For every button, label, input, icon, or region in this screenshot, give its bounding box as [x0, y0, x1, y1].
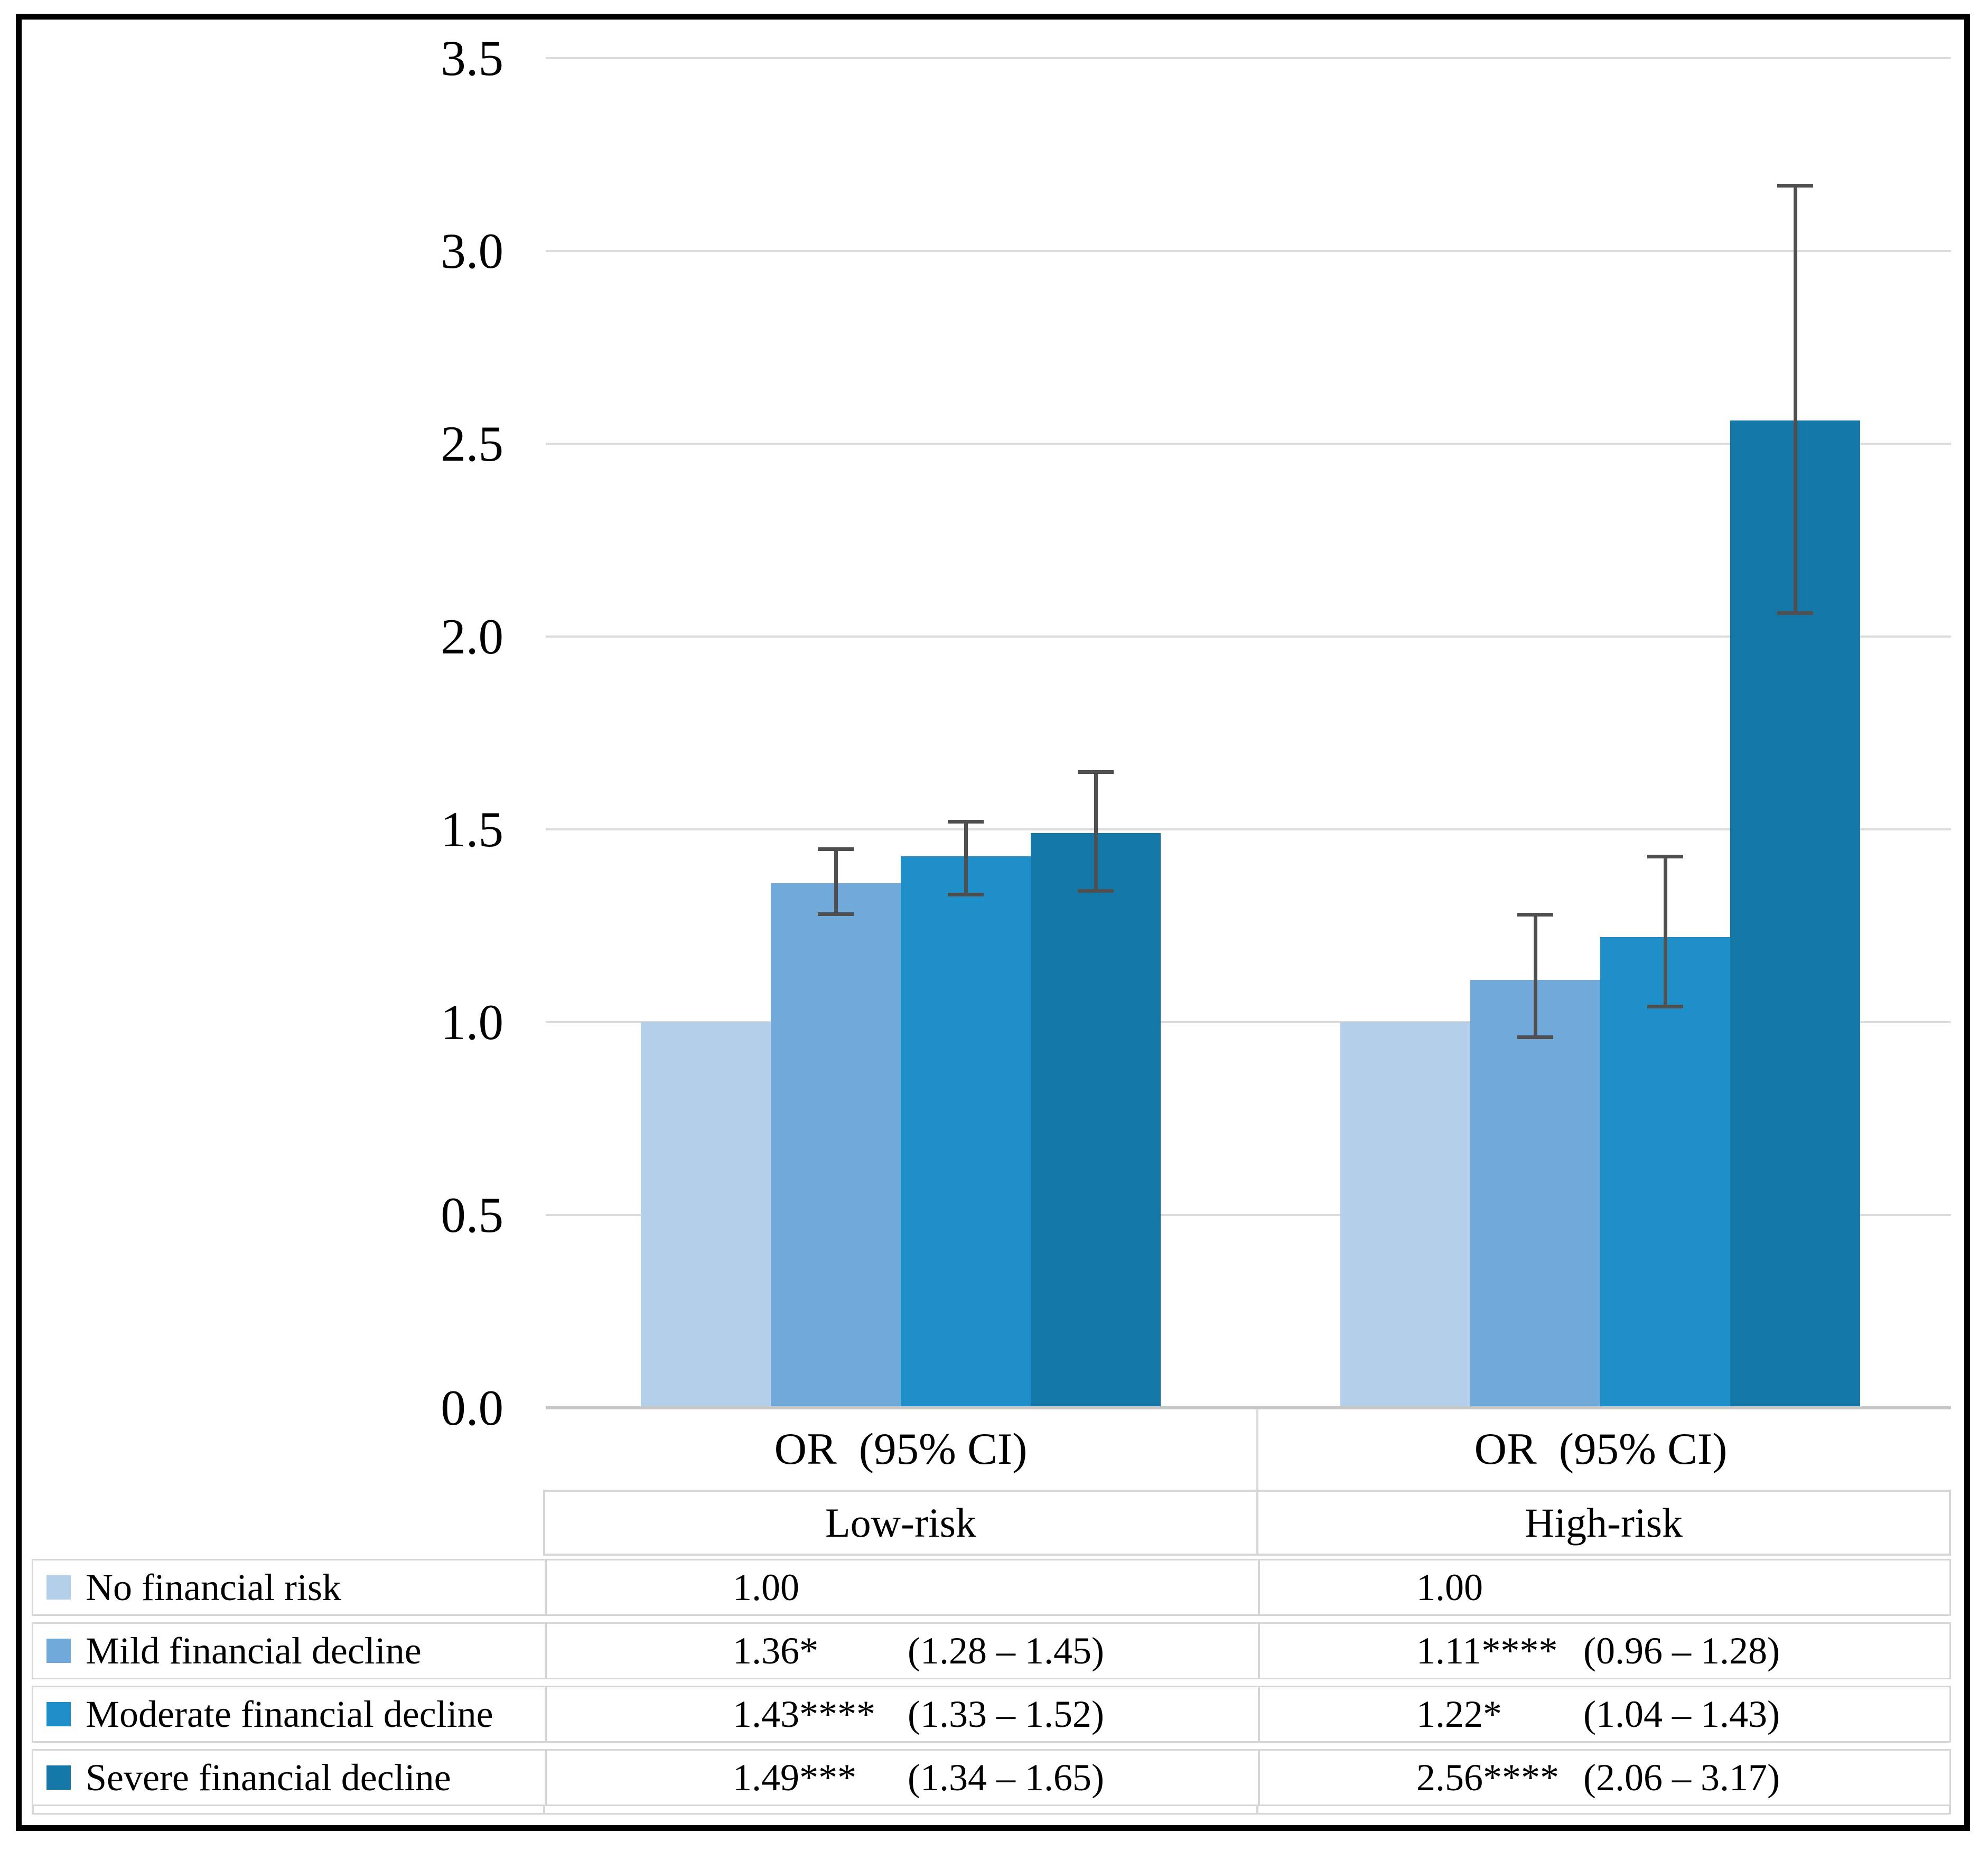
- y-tick-label: 0.0: [441, 1380, 503, 1436]
- table-row-moderate-financial-decline: Moderate financial decline 1.43**** (1.3…: [32, 1686, 1951, 1743]
- legend-swatch-severe-financial-decline: [46, 1765, 71, 1790]
- gridline: [546, 828, 1951, 830]
- y-tick-label: 1.0: [441, 994, 503, 1050]
- gridline: [546, 1214, 1951, 1216]
- legend-swatch-mild-financial-decline: [46, 1639, 71, 1663]
- legend-label: Severe financial decline: [86, 1756, 451, 1799]
- table-border-stub: [1949, 1806, 1951, 1815]
- error-bar-3-high-risk: [1664, 856, 1667, 1007]
- y-tick-label: 3.5: [441, 30, 503, 86]
- legend-swatch-no-financial-risk: [46, 1575, 71, 1600]
- error-bar-4-high-risk: [1794, 185, 1797, 614]
- error-bar-3-low-risk: [964, 821, 968, 895]
- y-tick-label: 3.0: [441, 223, 503, 279]
- error-bar-4-low-risk: [1094, 771, 1098, 891]
- gridline: [546, 443, 1951, 445]
- table-bottom-border: [32, 1813, 1951, 1815]
- error-bar-cap-top: [1078, 770, 1114, 774]
- error-bar-cap-top: [1517, 912, 1553, 917]
- table-row-no-financial-risk: No financial risk 1.00 1.00: [32, 1559, 1951, 1616]
- bar-2-high-risk: [1470, 979, 1600, 1408]
- bar-4-low-risk: [1031, 833, 1161, 1408]
- table-row-severe-financial-decline: Severe financial decline 1.49*** (1.34 –…: [32, 1749, 1951, 1806]
- legend-cell: Mild financial decline: [33, 1624, 545, 1678]
- or-label: OR: [1474, 1424, 1537, 1474]
- legend-label: Moderate financial decline: [86, 1693, 493, 1735]
- legend-swatch-moderate-financial-decline: [46, 1702, 71, 1726]
- value-cell-high-risk: 2.56**** (2.06 – 3.17): [1258, 1751, 1949, 1805]
- x-axis-line: [546, 1406, 1951, 1409]
- table-row-mild-financial-decline: Mild financial decline 1.36* (1.28 – 1.4…: [32, 1622, 1951, 1679]
- value-cell-high-risk: 1.22* (1.04 – 1.43): [1258, 1687, 1949, 1741]
- ci-value: (1.28 – 1.45): [908, 1629, 1104, 1672]
- error-bar-cap-bottom: [1647, 1004, 1683, 1008]
- error-bar-cap-bottom: [1777, 611, 1813, 615]
- error-bar-cap-top: [1777, 183, 1813, 188]
- error-bar-cap-top: [1647, 855, 1683, 859]
- bar-3-low-risk: [901, 856, 1031, 1408]
- value-cell-high-risk: 1.00: [1258, 1560, 1949, 1614]
- value-cell-high-risk: 1.11**** (0.96 – 1.28): [1258, 1624, 1949, 1678]
- column-header-high-risk: High-risk: [1525, 1499, 1683, 1546]
- error-bar-cap-bottom: [818, 912, 854, 916]
- group-axis-label-low-risk: OR (95% CI): [663, 1420, 1138, 1478]
- legend-cell: Moderate financial decline: [33, 1687, 545, 1741]
- ci-label: (95% CI): [1558, 1424, 1728, 1474]
- y-tick-label: 2.5: [441, 416, 503, 472]
- category-divider: [1256, 1409, 1258, 1490]
- or-value: 2.56****: [1416, 1756, 1559, 1799]
- value-cell-low-risk: 1.43**** (1.33 – 1.52): [545, 1687, 1258, 1741]
- table-header-row: Low-risk High-risk: [543, 1490, 1951, 1556]
- ci-label: (95% CI): [858, 1424, 1028, 1474]
- error-bar-cap-top: [948, 820, 984, 824]
- legend-cell: Severe financial decline: [33, 1751, 545, 1805]
- value-cell-low-risk: 1.00: [545, 1560, 1258, 1614]
- gridline: [546, 57, 1951, 59]
- error-bar-cap-bottom: [1078, 889, 1114, 893]
- bar-1-low-risk: [641, 1022, 771, 1408]
- bar-2-low-risk: [771, 883, 901, 1408]
- or-value: 1.49***: [733, 1756, 856, 1799]
- or-value: 1.43****: [733, 1693, 875, 1735]
- table-border-stub: [1256, 1806, 1258, 1815]
- bar-3-high-risk: [1600, 937, 1730, 1408]
- or-value: 1.00: [733, 1566, 799, 1609]
- group-axis-label-high-risk: OR (95% CI): [1363, 1420, 1838, 1478]
- or-value: 1.36*: [733, 1629, 818, 1672]
- error-bar-2-high-risk: [1534, 914, 1537, 1038]
- or-value: 1.11****: [1416, 1629, 1558, 1672]
- value-cell-low-risk: 1.49*** (1.34 – 1.65): [545, 1751, 1258, 1805]
- y-tick-label: 2.0: [441, 609, 503, 665]
- or-label: OR: [774, 1424, 837, 1474]
- ci-value: (0.96 – 1.28): [1583, 1629, 1780, 1672]
- gridline: [546, 635, 1951, 638]
- error-bar-cap-bottom: [1517, 1035, 1553, 1040]
- column-header-low-risk: Low-risk: [545, 1492, 1258, 1554]
- or-value: 1.22*: [1416, 1693, 1502, 1735]
- table-border-stub: [543, 1806, 545, 1815]
- error-bar-cap-bottom: [948, 893, 984, 897]
- table-border-stub: [32, 1806, 34, 1815]
- legend-label: Mild financial decline: [86, 1629, 422, 1672]
- legend-cell: No financial risk: [33, 1560, 545, 1614]
- ci-value: (1.04 – 1.43): [1583, 1693, 1780, 1735]
- error-bar-cap-top: [818, 847, 854, 851]
- y-tick-label: 1.5: [441, 801, 503, 857]
- legend-label: No financial risk: [86, 1566, 341, 1609]
- gridline: [546, 1021, 1951, 1023]
- y-tick-label: 0.5: [441, 1187, 503, 1243]
- or-value: 1.00: [1416, 1566, 1483, 1609]
- error-bar-2-low-risk: [834, 848, 838, 914]
- gridline: [546, 250, 1951, 252]
- bar-1-high-risk: [1340, 1022, 1470, 1408]
- ci-value: (1.34 – 1.65): [908, 1756, 1104, 1799]
- ci-value: (1.33 – 1.52): [908, 1693, 1104, 1735]
- ci-value: (2.06 – 3.17): [1583, 1756, 1780, 1799]
- value-cell-low-risk: 1.36* (1.28 – 1.45): [545, 1624, 1258, 1678]
